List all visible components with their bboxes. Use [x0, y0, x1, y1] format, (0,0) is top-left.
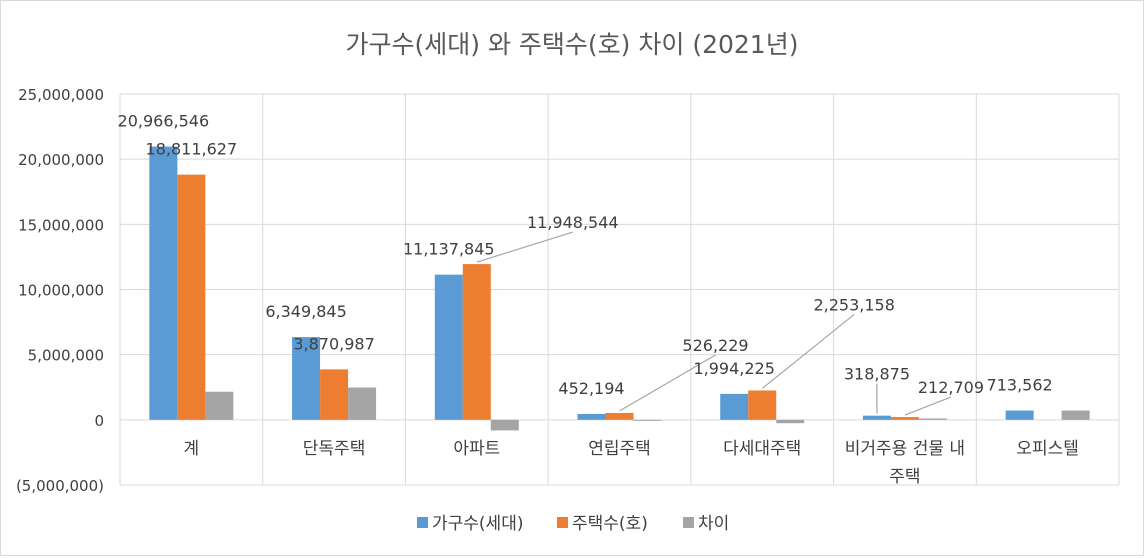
x-tick-label: 아파트	[453, 439, 500, 459]
y-tick-label: 0	[94, 412, 104, 430]
legend-swatch	[683, 517, 694, 528]
bar	[490, 419, 519, 431]
bar	[890, 417, 919, 420]
legend-swatch	[557, 517, 568, 528]
legend-label: 주택수(호)	[572, 514, 648, 534]
y-axis: (5,000,000) 0 5,000,000 10,000,000 15,000,00…	[16, 86, 104, 495]
y-tick-label: 25,000,000	[18, 86, 104, 104]
x-tick-label: 주택	[889, 467, 920, 487]
y-tick-label: 20,000,000	[18, 151, 104, 169]
bar	[149, 146, 178, 420]
bar	[177, 174, 206, 420]
x-tick-label: 단독주택	[303, 439, 366, 459]
bar	[776, 419, 805, 424]
data-label: 713,562	[987, 376, 1053, 395]
bar	[348, 387, 377, 420]
x-tick-label: 다세대주택	[723, 439, 801, 459]
y-tick-label: 10,000,000	[18, 282, 104, 300]
bar	[577, 413, 606, 420]
x-tick-label: 오피스텔	[1016, 439, 1079, 459]
y-tick-label: 5,000,000	[28, 347, 104, 365]
bar	[1061, 410, 1090, 420]
legend-swatch	[417, 517, 428, 528]
legend-label: 가구수(세대)	[432, 514, 523, 534]
data-label: 6,349,845	[265, 302, 346, 321]
bars	[149, 146, 1090, 431]
leader-line	[761, 313, 855, 389]
bar	[1005, 410, 1034, 420]
leader-line	[619, 354, 716, 412]
data-label: 11,948,544	[527, 213, 619, 232]
data-labels: 20,966,546 18,811,627 6,349,845 3,870,987 11…	[118, 112, 1053, 398]
data-label: 3,870,987	[293, 334, 374, 353]
bar	[605, 412, 634, 420]
legend: 가구수(세대) 주택수(호) 차이	[417, 514, 729, 534]
data-label: 11,137,845	[403, 240, 495, 259]
bar	[633, 419, 662, 421]
data-label: 1,994,225	[693, 359, 774, 378]
bar	[918, 418, 947, 420]
data-label: 20,966,546	[118, 112, 210, 131]
data-label: 526,229	[682, 336, 748, 355]
data-label: 318,875	[844, 365, 910, 384]
grid	[119, 93, 1120, 486]
x-tick-label: 비거주용 건물 내	[845, 439, 965, 459]
bar	[292, 337, 321, 420]
legend-label: 차이	[698, 514, 729, 534]
y-tick-label: (5,000,000)	[16, 477, 104, 495]
bar	[205, 391, 234, 420]
bar	[862, 415, 891, 420]
bar	[462, 264, 491, 420]
x-tick-label: 계	[184, 439, 200, 459]
leader-lines	[476, 231, 952, 416]
leader-line	[904, 396, 952, 416]
data-label: 212,709	[918, 378, 984, 397]
chart-title: 가구수(세대) 와 주택수(호) 차이 (2021년)	[346, 30, 799, 59]
y-tick-label: 15,000,000	[18, 216, 104, 234]
data-label: 452,194	[558, 379, 624, 398]
leader-line	[476, 231, 573, 263]
bar	[434, 274, 463, 420]
x-axis: 계 단독주택 아파트 연립주택 다세대주택 비거주용 건물 내주택 오피스텔	[184, 439, 1079, 487]
data-label: 2,253,158	[813, 295, 894, 314]
bar	[720, 393, 749, 420]
data-label: 18,811,627	[146, 140, 238, 159]
bar	[320, 369, 349, 420]
bar	[748, 390, 777, 420]
x-tick-label: 연립주택	[588, 439, 651, 459]
